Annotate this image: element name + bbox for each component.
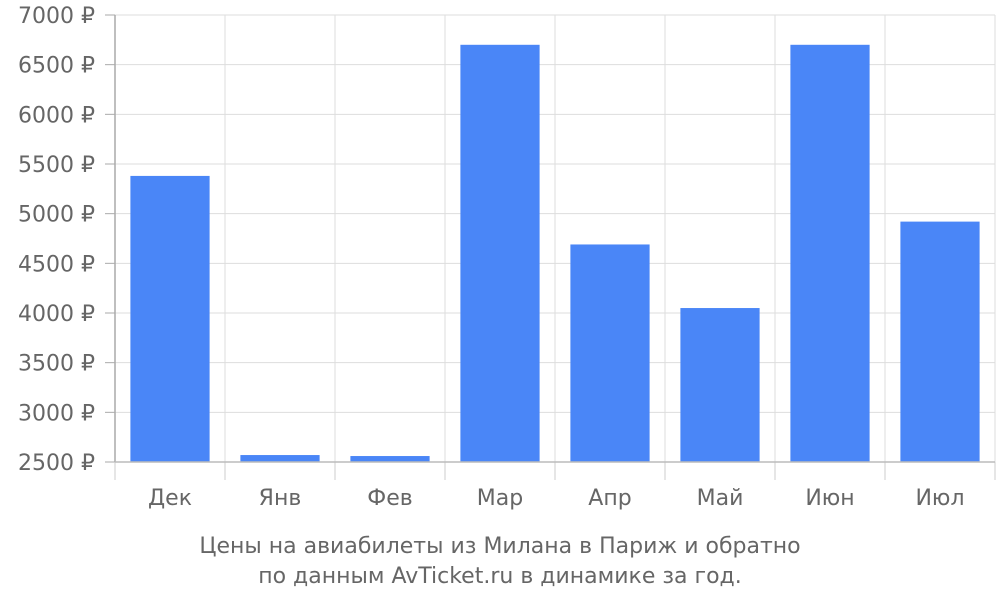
y-axis-labels: 2500 ₽ 3000 ₽ 3500 ₽ 4000 ₽ 4500 ₽ 5000 ₽ 5500…: [18, 4, 95, 476]
x-tick-label: Май: [697, 486, 744, 511]
y-tick-label: 3000 ₽: [18, 401, 95, 426]
bar-Янв: [240, 455, 320, 462]
y-tick-label: 6500 ₽: [18, 54, 95, 79]
bar-Дек: [130, 175, 210, 463]
y-tick-label: 5000 ₽: [18, 203, 95, 228]
bars: [130, 44, 980, 463]
x-tick-label: Июл: [915, 486, 964, 511]
y-tick-label: 5500 ₽: [18, 153, 95, 178]
x-axis-labels: Дек Янв Фев Мар Апр Май Июн Июл: [148, 486, 965, 511]
chart-caption-line-1: Цены на авиабилеты из Милана в Париж и о…: [199, 534, 801, 559]
bar-Май: [680, 308, 760, 462]
x-tick-label: Янв: [259, 486, 302, 511]
bar-Июл: [900, 221, 980, 462]
axes: [105, 14, 996, 480]
x-tick-label: Апр: [588, 486, 631, 511]
bar-Апр: [570, 244, 650, 462]
bar-Фев: [350, 456, 430, 462]
x-tick-label: Фев: [367, 486, 412, 511]
x-tick-label: Июн: [805, 486, 854, 511]
y-tick-label: 4000 ₽: [18, 302, 95, 327]
chart-caption-line-2: по данным AvTicket.ru в динамике за год.: [258, 564, 742, 589]
bar-Мар: [460, 44, 540, 463]
bar-chart: 2500 ₽ 3000 ₽ 3500 ₽ 4000 ₽ 4500 ₽ 5000 ₽ 5500…: [18, 4, 996, 511]
x-tick-label: Мар: [477, 486, 523, 511]
y-tick-label: 6000 ₽: [18, 103, 95, 128]
x-tick-label: Дек: [148, 486, 192, 511]
y-tick-label: 4500 ₽: [18, 252, 95, 277]
y-tick-label: 3500 ₽: [18, 352, 95, 377]
y-tick-label: 2500 ₽: [18, 451, 95, 476]
y-tick-label: 7000 ₽: [18, 4, 95, 29]
bar-Июн: [790, 44, 870, 463]
grid-lines: [115, 14, 996, 463]
